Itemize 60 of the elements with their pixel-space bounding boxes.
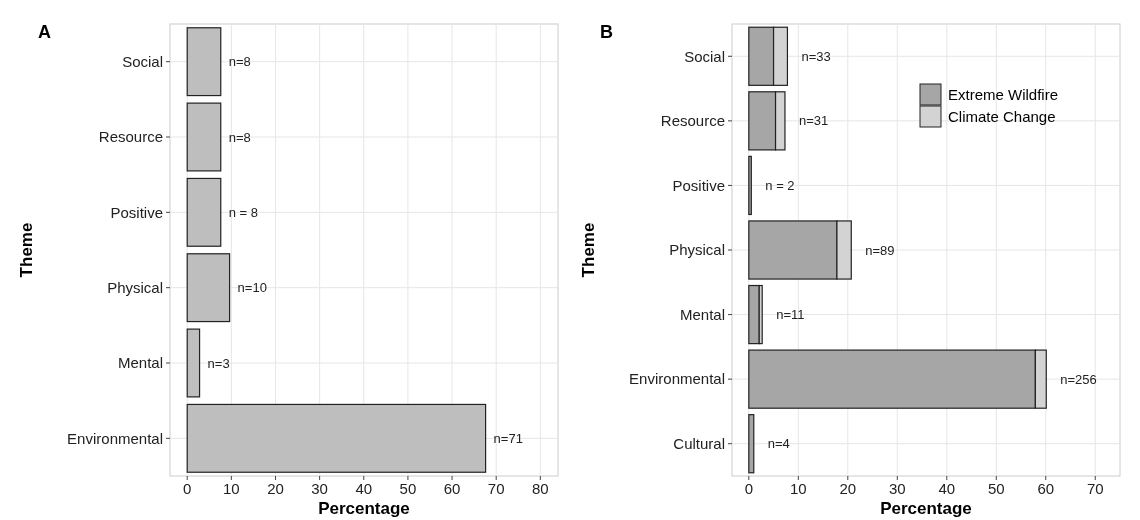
chart-title: A: [38, 22, 51, 42]
x-tick-label: 70: [487, 480, 505, 497]
y-tick-label: Mental: [117, 354, 163, 372]
annotation: n=71: [493, 430, 523, 446]
y-tick-label: Positive: [110, 203, 163, 221]
annotation: n=3: [207, 355, 230, 371]
x-tick-label: 70: [1086, 480, 1104, 497]
annotation: n=33: [801, 48, 831, 64]
annotation: n=4: [767, 436, 790, 452]
bar: [748, 155, 752, 216]
x-tick-label: 0: [744, 480, 753, 497]
annotation: n=256: [1060, 371, 1097, 387]
x-tick-label: 20: [267, 480, 284, 497]
x-tick-label: 10: [223, 480, 240, 497]
y-tick-label: Environmental: [67, 429, 163, 447]
x-tick-label: 40: [938, 480, 956, 497]
x-tick-label: 40: [355, 480, 373, 497]
y-tick-label: Physical: [107, 278, 163, 296]
x-tick-label: 0: [183, 480, 192, 497]
y-tick-label: Social: [122, 52, 163, 70]
annotation: n=8: [228, 54, 251, 70]
x-tick-label: 30: [888, 480, 906, 497]
bar: [186, 27, 222, 97]
chart-title: B: [600, 22, 613, 42]
y-tick-label: Social: [684, 47, 725, 65]
y-tick-label: Physical: [669, 241, 725, 259]
annotation: n=11: [776, 307, 805, 323]
y-tick-label: Resource: [98, 128, 163, 146]
y-tick-label: Mental: [679, 305, 725, 323]
y-tick-label: Resource: [660, 112, 725, 130]
x-tick-label: 60: [1037, 480, 1055, 497]
x-tick-label: 30: [311, 480, 328, 497]
bar: [748, 284, 760, 345]
y-axis-title: Theme: [17, 222, 36, 278]
annotation: n=10: [237, 280, 267, 296]
legend-label: Extreme Wildfire: [948, 86, 1059, 104]
y-tick-label: Cultural: [673, 434, 725, 452]
x-tick-label: 10: [789, 480, 807, 497]
bar: [186, 177, 222, 247]
x-axis-title: Percentage: [880, 499, 972, 518]
y-tick-label: Positive: [672, 176, 725, 194]
bar: [186, 403, 487, 473]
bar: [186, 102, 222, 172]
y-tick-label: Environmental: [629, 370, 725, 388]
legend-label: Climate Change: [948, 108, 1056, 126]
y-axis-title: Theme: [579, 222, 598, 278]
x-tick-label: 50: [987, 480, 1005, 497]
bar: [186, 253, 231, 323]
x-tick-label: 60: [443, 480, 461, 497]
annotation: n = 8: [228, 204, 259, 220]
x-tick-label: 20: [839, 480, 857, 497]
annotation: n = 2: [765, 177, 795, 193]
annotation: n=8: [228, 129, 251, 145]
annotation: n=31: [798, 113, 829, 129]
annotation: n=89: [865, 242, 895, 258]
bar: [186, 328, 201, 398]
bar: [748, 414, 755, 474]
x-tick-label: 80: [532, 480, 549, 497]
x-tick-label: 50: [399, 480, 417, 497]
x-axis-title: Percentage: [318, 499, 410, 518]
